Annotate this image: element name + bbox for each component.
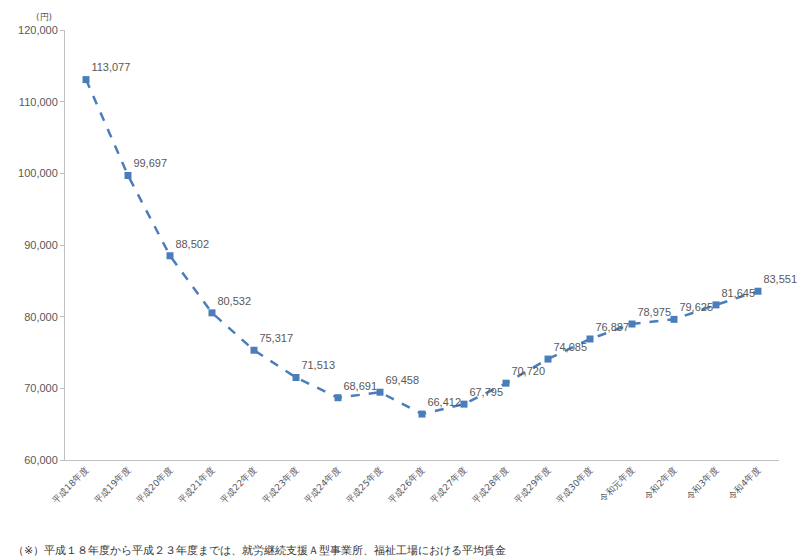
svg-text:76,887: 76,887 [595,321,629,333]
svg-text:66,412: 66,412 [427,396,461,408]
svg-text:（※）平成１８年度から平成２３年度までは、就労継続支援Ａ型事: （※）平成１８年度から平成２３年度までは、就労継続支援Ａ型事業所、福祉工場におけ… [13,544,506,557]
svg-text:113,077: 113,077 [91,61,130,73]
svg-text:平成29年度: 平成29年度 [512,465,553,506]
svg-text:81,645: 81,645 [721,287,755,299]
svg-text:平成24年度: 平成24年度 [302,465,343,506]
svg-text:79,625: 79,625 [679,301,713,313]
svg-text:平成27年度: 平成27年度 [428,465,469,506]
svg-text:67,795: 67,795 [469,386,503,398]
svg-text:80,000: 80,000 [24,311,58,323]
svg-text:(円): (円) [36,12,52,22]
svg-text:80,532: 80,532 [217,295,251,307]
svg-text:平成23年度: 平成23年度 [260,465,301,506]
svg-text:69,458: 69,458 [385,374,419,386]
svg-text:令和3年度: 令和3年度 [684,465,721,502]
svg-text:74,085: 74,085 [553,341,587,353]
svg-text:70,720: 70,720 [511,365,545,377]
svg-text:100,000: 100,000 [18,167,58,179]
svg-text:78,975: 78,975 [637,306,671,318]
svg-text:75,317: 75,317 [259,332,293,344]
svg-text:90,000: 90,000 [24,239,58,251]
svg-text:平成18年度: 平成18年度 [50,465,91,506]
svg-text:平成30年度: 平成30年度 [554,465,595,506]
svg-text:60,000: 60,000 [24,454,58,466]
svg-text:平成28年度: 平成28年度 [470,465,511,506]
svg-text:70,000: 70,000 [24,382,58,394]
svg-text:平成26年度: 平成26年度 [386,465,427,506]
svg-text:99,697: 99,697 [133,157,167,169]
svg-text:令和4年度: 令和4年度 [726,465,763,502]
svg-text:平成19年度: 平成19年度 [92,465,133,506]
svg-text:88,502: 88,502 [175,238,209,250]
svg-text:71,513: 71,513 [301,359,335,371]
svg-text:平成21年度: 平成21年度 [176,465,217,506]
svg-text:平成20年度: 平成20年度 [134,465,175,506]
svg-text:120,000: 120,000 [18,24,58,36]
svg-text:平成22年度: 平成22年度 [218,465,259,506]
svg-text:令和2年度: 令和2年度 [642,465,679,502]
svg-text:平成25年度: 平成25年度 [344,465,385,506]
svg-text:83,551: 83,551 [763,273,797,285]
svg-text:令和元年度: 令和元年度 [598,465,637,504]
svg-text:110,000: 110,000 [19,96,58,108]
svg-text:68,691: 68,691 [343,380,377,392]
